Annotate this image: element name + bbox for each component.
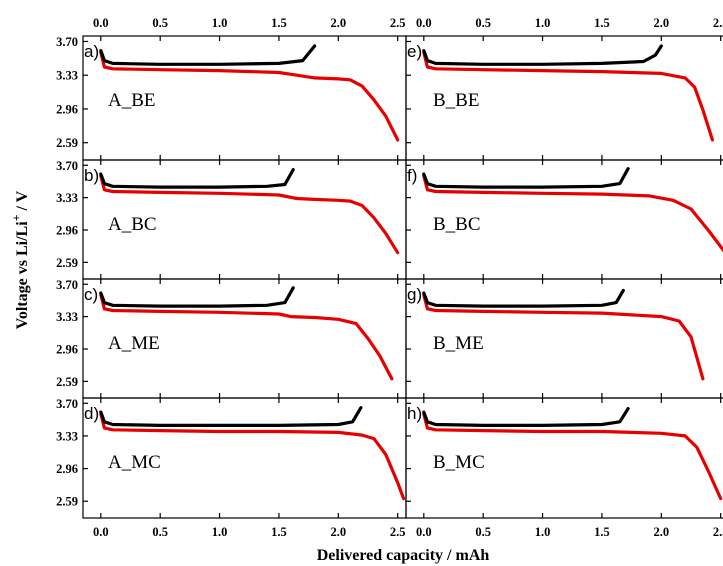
x-tick-label-bottom: 0.5 [152,525,168,539]
sample-label: A_BE [108,90,156,111]
y-tick-label: 3.33 [56,69,78,83]
sample-label: A_ME [108,333,160,354]
charge-curve [422,407,630,427]
x-tick-label-top: 2.0 [331,16,347,30]
y-axis-title-superscript: + [9,214,23,221]
x-tick-label-bottom: 1.0 [212,525,228,539]
panel-a_bc: b) A_BC [82,159,407,280]
panel-letter: e) [407,42,422,61]
discharge-curve [422,174,723,253]
x-tick-label-top: 2.5 [713,16,723,30]
panels-layer: a) A_BE b) A_BC c) A_ME d) A_MC e) B_BE f) B_BC g) B_… [82,35,723,519]
charge-curve [422,167,630,189]
sample-label: A_BC [108,214,157,235]
y-tick-label: 3.70 [56,35,78,49]
sample-label: B_BE [433,90,479,111]
x-tick-label-top: 1.5 [594,16,610,30]
x-tick-label-bottom: 1.5 [271,525,287,539]
panel-a_be: a) A_BE [82,35,407,161]
y-tick-label: 2.96 [56,224,78,238]
panel-a_me: c) A_ME [82,278,407,399]
discharge-curve [99,174,400,255]
panel-frame [405,397,723,519]
x-tick-label-top: 0.5 [152,16,168,30]
x-axis-title: Delivered capacity / mAh [317,547,490,564]
x-tick-label-top: 2.0 [654,16,670,30]
charge-curve [99,44,317,66]
sample-label: B_BC [433,214,481,235]
panel-b_be: e) B_BE [405,35,723,161]
x-tick-label-top: 1.0 [535,16,551,30]
x-tick-label-top: 1.5 [271,16,287,30]
x-tick-label-bottom: 2.0 [331,525,347,539]
panel-a_mc: d) A_MC [82,397,407,519]
axes-text-layer: 3.70 3.33 2.96 2.59 0.0 0.5 1.0 1.5 2.0 2.5 3.70 3.… [56,16,723,539]
y-tick-label: 2.96 [56,462,78,476]
x-tick-label-bottom: 0.5 [475,525,491,539]
y-axis-title: Voltage vs Li/Li+ / V [9,190,31,329]
y-tick-label: 3.33 [56,191,78,205]
discharge-curve [422,412,723,501]
charge-curve [422,44,663,66]
y-tick-label: 3.33 [56,429,78,443]
discharge-curve [99,293,394,381]
x-tick-label-bottom: 2.0 [654,525,670,539]
x-tick-label-bottom: 1.0 [535,525,551,539]
sample-label: A_MC [108,452,161,473]
panel-b_mc: h) B_MC [405,397,723,519]
x-tick-label-bottom: 0.0 [93,525,109,539]
x-tick-label-top: 0.0 [93,16,109,30]
y-tick-label: 2.96 [56,343,78,357]
x-tick-label-top: 0.0 [416,16,432,30]
charge-curve [99,168,295,189]
x-tick-label-top: 2.5 [390,16,406,30]
x-tick-label-bottom: 1.5 [594,525,610,539]
sample-label: B_MC [433,452,485,473]
charge-curve [99,406,363,427]
y-tick-label: 2.59 [56,495,78,509]
x-tick-label-bottom: 2.5 [713,525,723,539]
x-tick-label-bottom: 0.0 [416,525,432,539]
y-tick-label: 3.33 [56,310,78,324]
y-tick-label: 2.96 [56,102,78,116]
panel-letter: a) [84,42,99,61]
panel-b_bc: f) B_BC [405,159,723,280]
panel-letter: h) [407,404,422,423]
discharge-curve [422,50,714,142]
discharge-curve [99,412,406,501]
charge-curve [422,288,625,308]
panel-letter: b) [84,166,99,185]
panel-b_me: g) B_ME [405,278,723,399]
panel-letter: g) [407,285,422,304]
sample-label: B_ME [433,333,484,354]
x-tick-label-bottom: 2.5 [390,525,406,539]
y-tick-label: 2.59 [56,136,78,150]
x-tick-label-top: 0.5 [475,16,491,30]
discharge-curve [99,50,400,142]
panel-letter: d) [84,404,99,423]
y-tick-label: 3.70 [56,278,78,292]
y-axis-title-unit: / V [14,190,31,214]
y-tick-label: 2.59 [56,256,78,270]
x-tick-label-top: 1.0 [212,16,228,30]
panel-letter: c) [84,285,98,304]
y-tick-label: 2.59 [56,375,78,389]
panel-letter: f) [407,166,417,185]
y-tick-label: 3.70 [56,397,78,411]
charge-curve [99,286,295,308]
y-tick-label: 3.70 [56,159,78,173]
discharge-curve [422,293,705,381]
